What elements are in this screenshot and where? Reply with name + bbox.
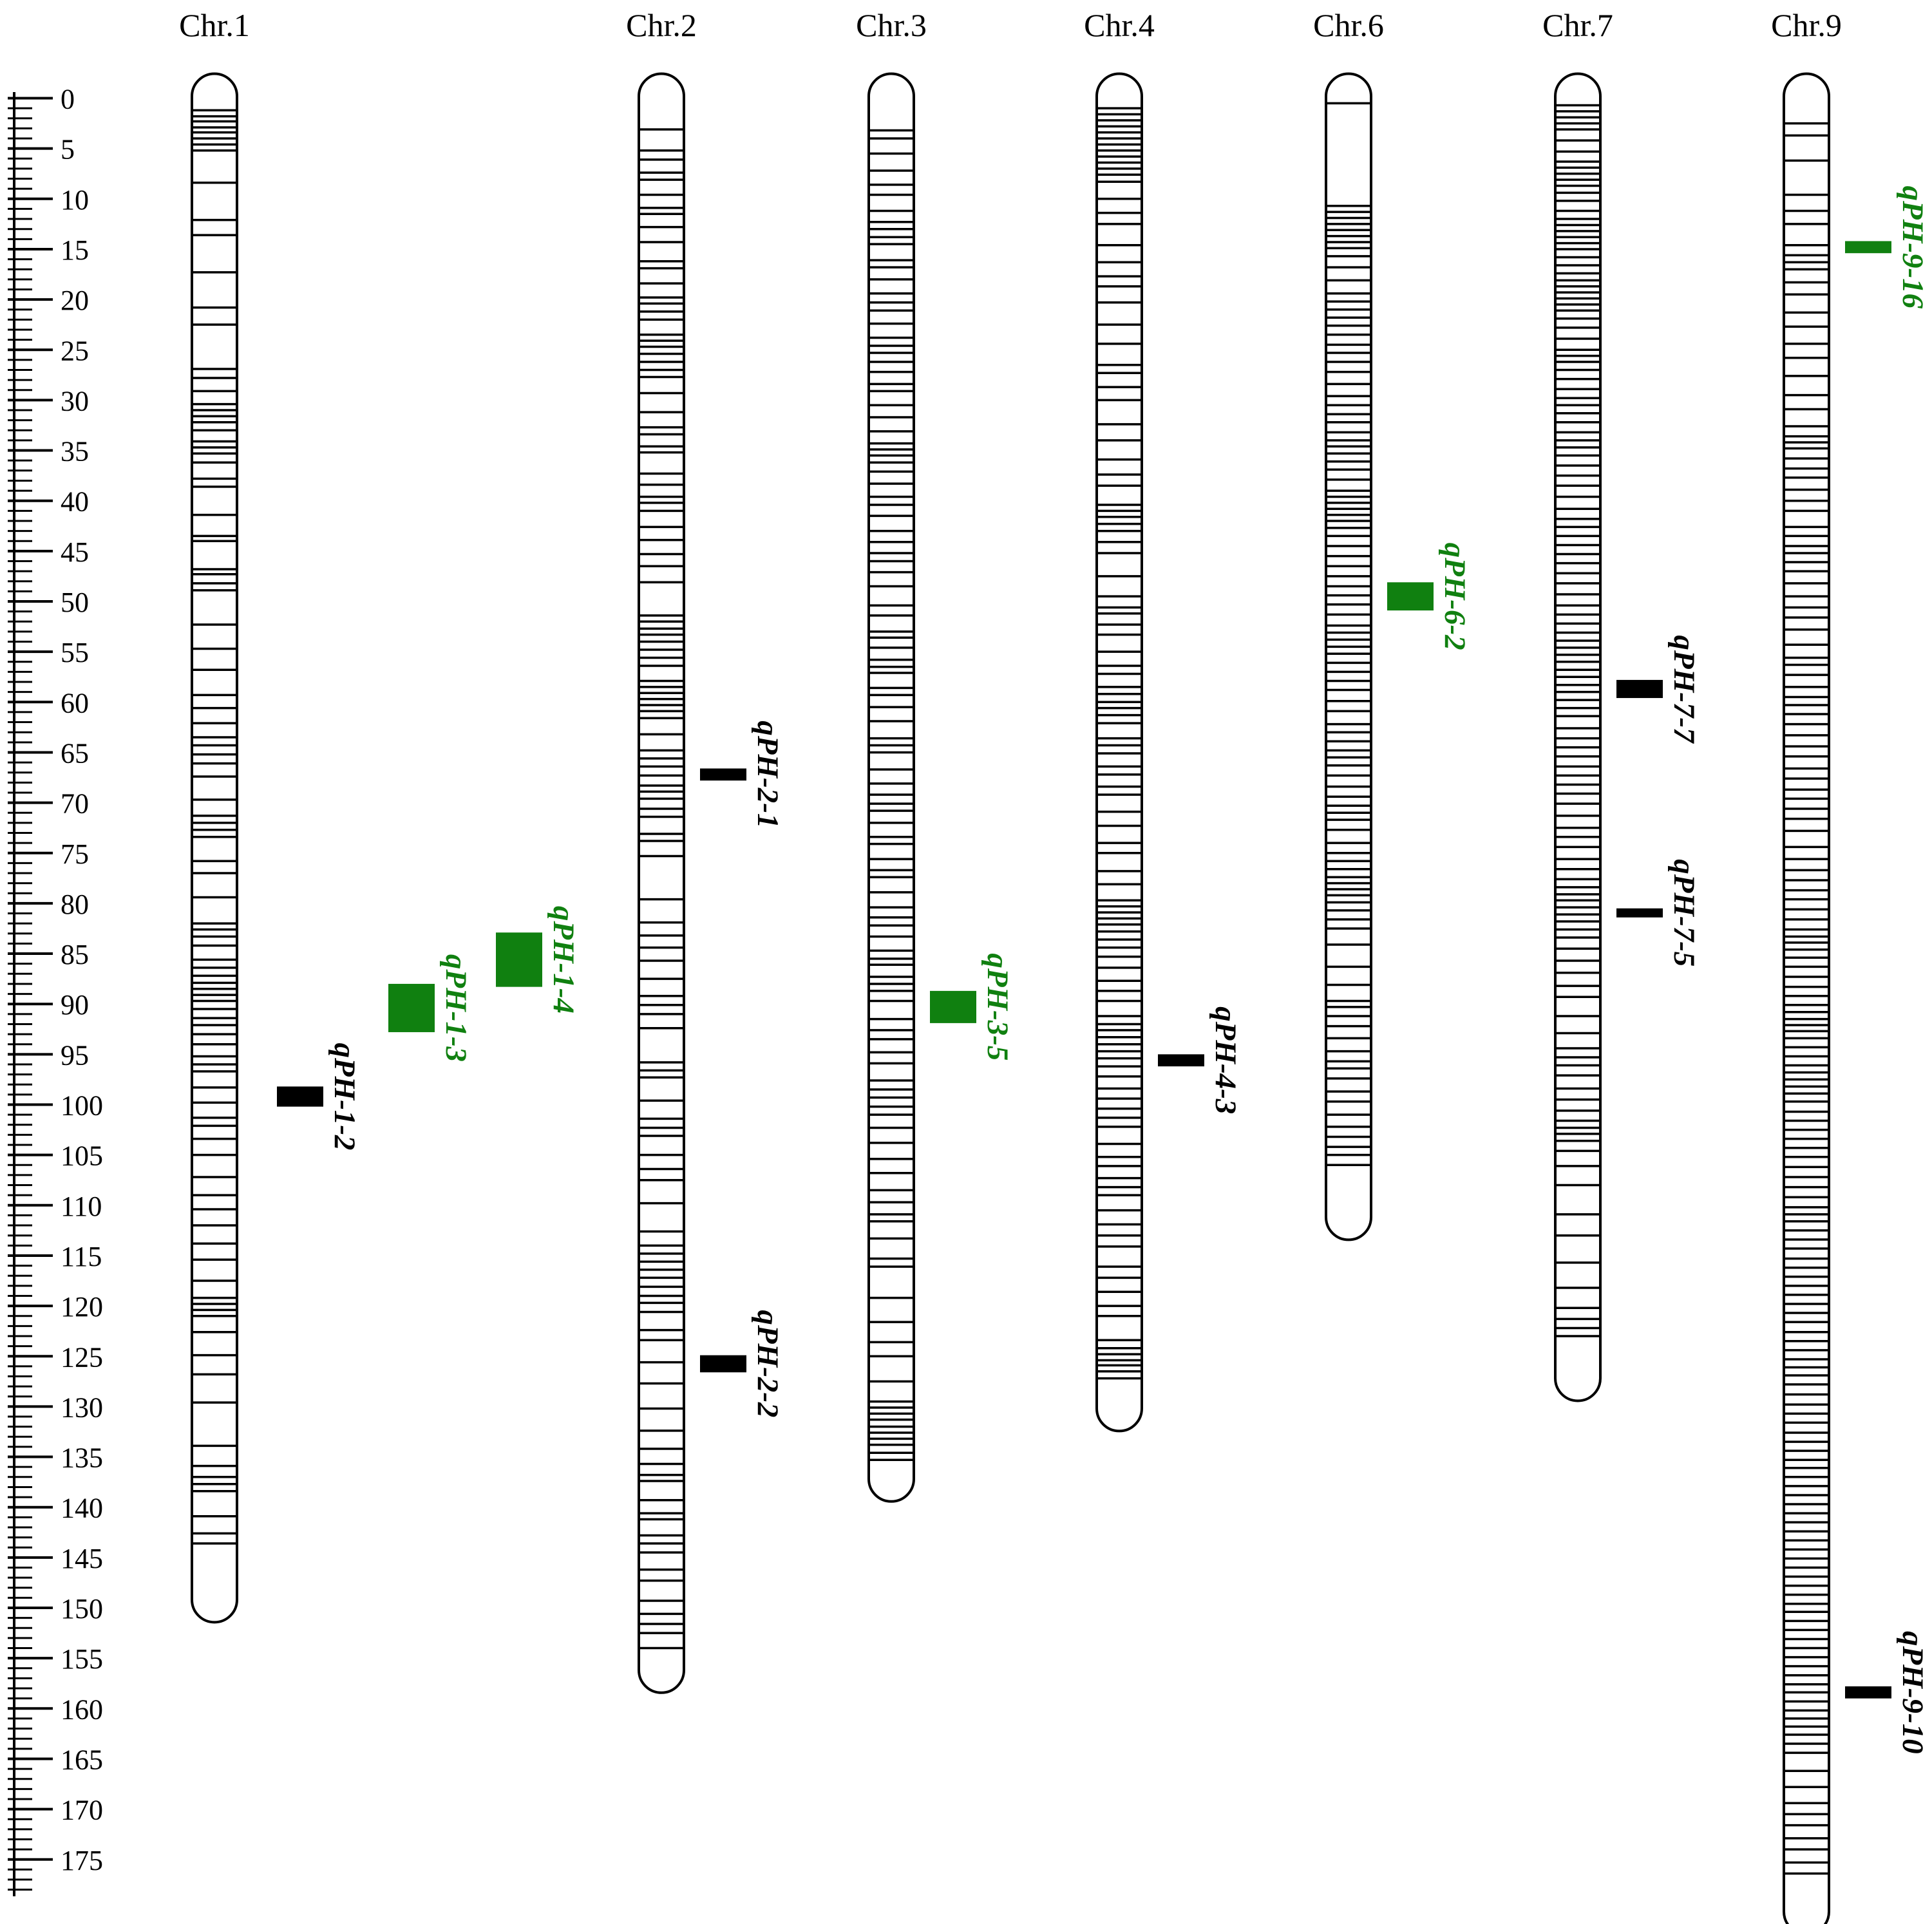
qtl-qPH-2-2: qPH-2-2 — [700, 1310, 784, 1418]
chromosome-body — [638, 72, 685, 1694]
scale-label: 160 — [61, 1693, 103, 1725]
chromosome-title: Chr.7 — [1542, 7, 1613, 43]
scale-label: 50 — [61, 587, 89, 618]
scale-label: 115 — [61, 1241, 102, 1272]
chromosome-title: Chr.6 — [1313, 7, 1384, 43]
scale-label: 150 — [61, 1593, 103, 1625]
scale-label: 90 — [61, 989, 89, 1021]
scale-label: 15 — [61, 234, 89, 266]
scale-label: 30 — [61, 385, 89, 417]
scale-label: 110 — [61, 1191, 102, 1222]
qtl-interval — [700, 1355, 746, 1373]
scale-label: 135 — [61, 1442, 103, 1474]
qtl-interval — [1616, 679, 1663, 699]
scale-label: 5 — [61, 134, 75, 165]
chromosome-body — [191, 72, 238, 1624]
chromosome-3: Chr.3 — [856, 7, 927, 1503]
scale-label: 145 — [61, 1543, 103, 1574]
scale-label: 55 — [61, 637, 89, 668]
qtl-interval — [388, 983, 435, 1032]
scale-label: 80 — [61, 889, 89, 920]
scale-label: 40 — [61, 486, 89, 518]
scale-label: 130 — [61, 1391, 103, 1423]
chromosome-5: Chr.6 — [1313, 7, 1384, 1241]
scale-label: 75 — [61, 838, 89, 870]
qtl-interval — [1845, 1686, 1891, 1699]
scale-label: 100 — [61, 1090, 103, 1122]
cm-scale-ruler: 0 5 10 15 20 25 30 35 40 45 50 55 60 65 70 75 80 85 90 95 10… — [8, 84, 103, 1896]
qtl-label: qPH-4-3 — [1209, 1006, 1242, 1114]
scale-label: 140 — [61, 1493, 103, 1524]
qtl-qPH-7-5: qPH-7-5 — [1616, 859, 1701, 967]
chromosome-1: Chr.1 — [179, 7, 250, 1624]
scale-label: 170 — [61, 1795, 103, 1826]
chromosome-6: Chr.7 — [1542, 7, 1613, 1402]
scale-label: 95 — [61, 1039, 89, 1071]
qtl-interval — [700, 768, 746, 781]
qtl-label: qPH-6-2 — [1438, 543, 1472, 650]
qtl-interval — [496, 932, 542, 987]
scale-label: 20 — [61, 285, 89, 316]
qtl-qPH-4-3: qPH-4-3 — [1158, 1006, 1242, 1114]
qtl-interval — [930, 990, 976, 1023]
qtl-interval — [1616, 908, 1663, 918]
scale-label: 35 — [61, 436, 89, 467]
qtl-interval — [1845, 241, 1891, 254]
chromosome-title: Chr.9 — [1771, 7, 1842, 43]
chromosome-7: Chr.9 — [1771, 7, 1842, 1924]
qtl-label: qPH-9-10 — [1896, 1631, 1929, 1754]
scale-label: 65 — [61, 737, 89, 769]
qtl-qPH-6-2: qPH-6-2 — [1387, 543, 1472, 650]
qtl-qPH-9-10: qPH-9-10 — [1845, 1631, 1929, 1754]
qtl-label: qPH-7-5 — [1667, 859, 1701, 967]
scale-label: 155 — [61, 1643, 103, 1675]
chromosome-body — [1783, 72, 1830, 1924]
qtl-label: qPH-1-4 — [547, 906, 580, 1014]
qtl-label: qPH-1-2 — [328, 1042, 361, 1150]
qtl-qPH-9-16: qPH-9-16 — [1845, 186, 1929, 309]
scale-label: 60 — [61, 687, 89, 719]
qtl-label: qPH-2-2 — [751, 1310, 784, 1417]
scale-label: 0 — [61, 84, 75, 115]
qtl-qPH-7-7: qPH-7-7 — [1616, 635, 1701, 744]
chromosome-title: Chr.3 — [856, 7, 927, 43]
qtl-label: qPH-2-1 — [751, 721, 784, 828]
qtl-label: qPH-1-3 — [439, 954, 473, 1062]
scale-label: 10 — [61, 184, 89, 216]
scale-label: 165 — [61, 1744, 103, 1775]
scale-label: 25 — [61, 335, 89, 366]
chromosome-4: Chr.4 — [1084, 7, 1155, 1433]
chromosome-group: Chr.1 Chr.2 Chr.3 Chr.4 Chr.6 Chr.7 Chr.9 — [179, 7, 1842, 1924]
scale-label: 70 — [61, 788, 89, 820]
qtl-group: qPH-1-2 qPH-1-3 qPH-1-4 qPH-2-1 qPH-2-2 qPH-3… — [277, 186, 1929, 1754]
chromosome-title: Chr.1 — [179, 7, 250, 43]
qtl-qPH-1-4: qPH-1-4 — [496, 906, 580, 1014]
scale-label: 120 — [61, 1291, 103, 1323]
qtl-interval — [277, 1086, 323, 1107]
chromosome-title: Chr.2 — [626, 7, 697, 43]
qtl-label: qPH-9-16 — [1896, 186, 1929, 309]
chromosome-2: Chr.2 — [626, 7, 697, 1694]
qtl-interval — [1158, 1054, 1204, 1067]
qtl-qPH-1-2: qPH-1-2 — [277, 1042, 361, 1151]
qtl-label: qPH-3-5 — [981, 953, 1014, 1061]
qtl-interval — [1387, 582, 1434, 611]
qtl-label: qPH-7-7 — [1667, 635, 1701, 744]
scale-label: 175 — [61, 1845, 103, 1876]
qtl-qPH-3-5: qPH-3-5 — [930, 953, 1014, 1061]
scale-label: 45 — [61, 536, 89, 568]
qtl-qPH-2-1: qPH-2-1 — [700, 721, 784, 828]
scale-label: 85 — [61, 939, 89, 970]
chromosome-title: Chr.4 — [1084, 7, 1155, 43]
scale-label: 125 — [61, 1341, 103, 1373]
chromosome-body — [1325, 72, 1372, 1241]
scale-label: 105 — [61, 1140, 103, 1172]
qtl-qPH-1-3: qPH-1-3 — [388, 954, 473, 1062]
chromosome-body — [867, 72, 915, 1503]
